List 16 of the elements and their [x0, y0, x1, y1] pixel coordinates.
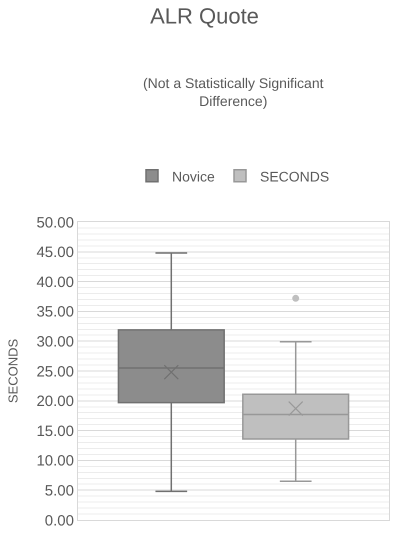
y-tick-label: 30.00 — [36, 333, 74, 350]
legend-label: Novice — [172, 168, 216, 184]
chart-title: ALR Quote — [150, 4, 259, 29]
y-tick-label: 50.00 — [36, 214, 74, 232]
y-tick-label: 0.00 — [44, 512, 74, 530]
chart-subtitle: (Not a Statistically Significant Difference) — [143, 75, 324, 110]
y-tick-label: 25.00 — [36, 363, 74, 380]
y-tick-label: 45.00 — [36, 244, 74, 262]
legend-label: SECONDS — [260, 168, 330, 184]
y-tick-label: 10.00 — [36, 452, 74, 470]
y-tick-label: 20.00 — [36, 393, 74, 410]
y-tick-label: 40.00 — [36, 274, 74, 291]
y-tick-label: 5.00 — [44, 482, 74, 500]
y-tick-label: 15.00 — [36, 422, 74, 440]
y-axis-title: SECONDS — [5, 338, 20, 404]
y-tick-label: 35.00 — [36, 304, 74, 321]
